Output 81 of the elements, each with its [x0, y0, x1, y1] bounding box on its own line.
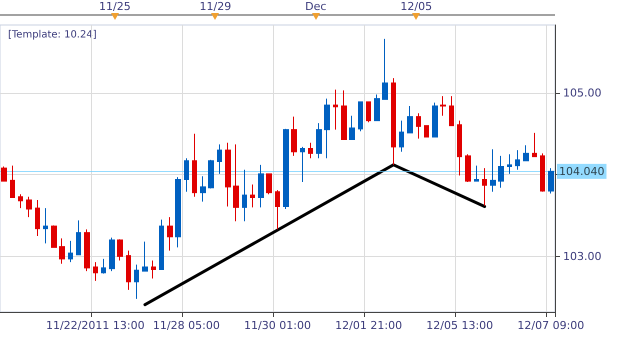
x-tick-label: 11/28 05:00: [152, 319, 220, 332]
candlestick: [258, 164, 264, 208]
candlestick: [266, 173, 272, 195]
candlestick: [465, 154, 471, 182]
candlestick: [142, 241, 148, 272]
candlestick: [432, 102, 438, 138]
candlestick: [283, 128, 289, 210]
candlestick: [59, 238, 65, 264]
candlestick: [192, 133, 197, 198]
candlestick: [490, 148, 496, 192]
candlestick: [440, 96, 446, 116]
candlestick: [233, 144, 239, 222]
candlestick: [225, 142, 231, 208]
candlestick: [10, 165, 15, 198]
candlestick: [399, 120, 404, 152]
candlestick: [93, 262, 98, 282]
candlestick: [1, 166, 7, 182]
text: 12/05: [400, 0, 432, 13]
candlestick: [35, 199, 40, 236]
x-tick-label: 11/30 01:00: [244, 319, 311, 332]
candlestick: [358, 101, 363, 132]
candlestick: [391, 78, 396, 166]
candlestick: [184, 158, 189, 192]
candlestick: [523, 144, 529, 162]
ref-line-label: 104.040: [559, 164, 604, 178]
candlestick: [457, 120, 462, 176]
text: Dec: [305, 0, 326, 13]
candlestick: [407, 105, 413, 134]
candlestick: [43, 208, 48, 244]
candlestick: [416, 112, 421, 140]
candlestick: [175, 176, 181, 248]
text: 11/29: [199, 0, 232, 13]
candlestick: [51, 224, 57, 248]
candlestick: [26, 196, 32, 218]
candlestick: [134, 264, 139, 300]
x-tick-label: 12/01 21:00: [335, 319, 402, 332]
candlestick: [151, 260, 156, 279]
x-tick-label: 12/05 13:00: [426, 319, 494, 332]
candlestick: [548, 168, 554, 194]
candlestick: [324, 98, 330, 159]
candlestick: [275, 190, 280, 230]
candlestick: [200, 176, 206, 202]
candlestick: [300, 146, 305, 182]
candlestick: [242, 169, 247, 222]
candlestick: [366, 101, 371, 123]
candlestick: [498, 155, 504, 188]
annotation: [Template: 10.24]: [8, 30, 97, 40]
y-tick-label: 103.00: [563, 250, 602, 263]
candlestick: [18, 194, 23, 209]
candlestick: [532, 132, 537, 158]
x-tick-label: 11/22/2011 13:00: [46, 319, 145, 332]
candlestick: [449, 96, 454, 126]
x-tick-label: 12/07 09:00: [517, 319, 584, 332]
candlestick: [217, 144, 222, 174]
candlestick: [250, 184, 255, 208]
candlestick: [126, 250, 131, 290]
candlestick: [540, 152, 545, 192]
candlestick: [109, 237, 115, 272]
candlestick: [291, 116, 297, 156]
candlestick: [76, 220, 81, 256]
text: 11/25: [99, 0, 131, 13]
candlestick: [349, 115, 355, 140]
candlestick: [341, 90, 347, 140]
candlestick: [382, 38, 388, 100]
candlestick: [374, 94, 380, 122]
candlestick: [424, 125, 429, 138]
y-tick-label: 105.00: [563, 86, 602, 100]
candlestick: [208, 159, 214, 190]
candlestick: [84, 228, 90, 272]
candlestick: [474, 165, 479, 182]
candlestick: [515, 150, 520, 170]
candlestick: [316, 122, 322, 159]
candlestick: [101, 258, 106, 274]
candlestick: [482, 168, 487, 206]
candlestick: [117, 238, 123, 261]
candlestick: [167, 216, 173, 252]
candlestick: [159, 219, 164, 270]
candlestick: [68, 240, 73, 263]
candlestick: [308, 142, 313, 159]
candlestick: [507, 154, 512, 174]
candlestick: [333, 89, 338, 130]
